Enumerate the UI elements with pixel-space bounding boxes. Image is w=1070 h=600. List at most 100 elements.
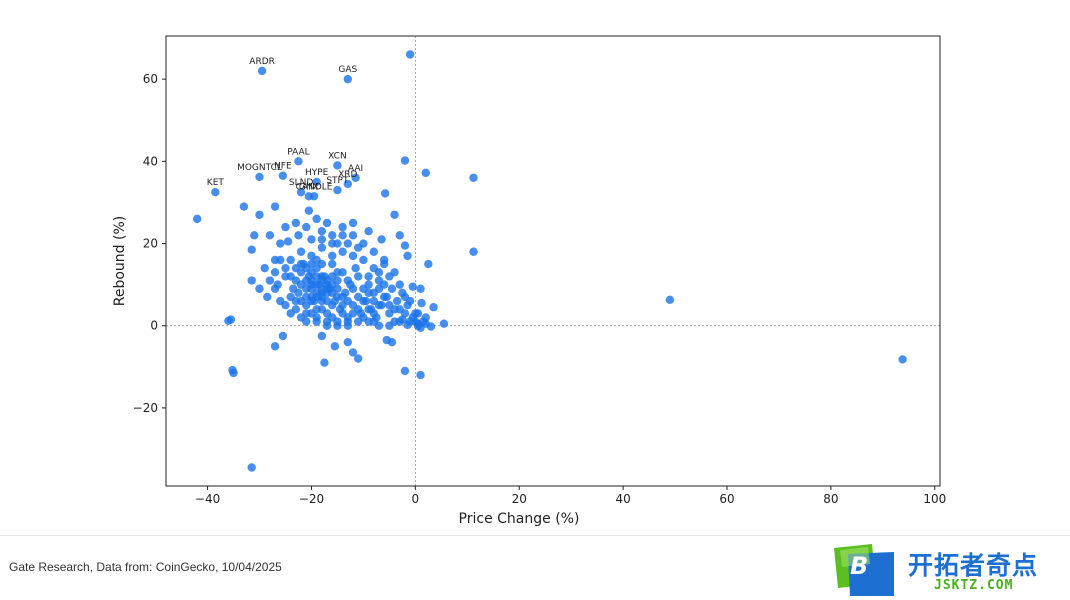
point-label: SLND <box>289 178 313 188</box>
data-point <box>255 210 264 219</box>
labeled-data-point <box>333 185 342 195</box>
data-point <box>224 316 233 325</box>
data-point <box>320 358 329 367</box>
x-tick-label: 80 <box>823 492 838 506</box>
footer-divider <box>0 535 1070 536</box>
data-point <box>296 247 306 256</box>
data-point <box>348 251 358 261</box>
data-point <box>255 284 264 293</box>
data-point <box>317 331 327 341</box>
point-label: GHX <box>299 182 319 192</box>
data-point <box>348 348 358 357</box>
data-point <box>377 235 386 244</box>
data-point <box>281 300 290 310</box>
data-point <box>374 268 384 277</box>
data-point <box>379 280 389 289</box>
data-point <box>312 214 321 224</box>
data-point <box>395 280 404 289</box>
data-point <box>359 255 368 265</box>
data-point <box>395 317 404 326</box>
data-point <box>405 296 415 306</box>
x-tick-label: 40 <box>615 492 630 506</box>
data-point <box>302 309 311 318</box>
data-point <box>374 300 384 310</box>
point-label: HYPE <box>305 168 329 178</box>
data-point <box>364 227 373 236</box>
labeled-data-point <box>312 177 321 187</box>
plot-frame <box>165 35 941 487</box>
logo-text: 开拓者奇点 <box>908 551 1039 580</box>
data-point <box>228 365 237 375</box>
data-point <box>302 222 311 232</box>
data-point <box>317 227 327 236</box>
data-point <box>665 295 675 305</box>
data-point <box>369 309 378 318</box>
data-point <box>364 288 373 298</box>
data-point <box>338 231 347 240</box>
labeled-data-point <box>257 66 267 76</box>
data-point <box>343 239 353 248</box>
labeled-data-point <box>278 171 288 180</box>
data-point <box>286 309 295 318</box>
y-tick-label: 20 <box>143 237 158 251</box>
data-point <box>395 231 404 240</box>
data-point <box>322 296 332 306</box>
data-point <box>403 251 412 261</box>
data-point <box>359 239 368 248</box>
point-label: XCN <box>328 151 347 161</box>
data-point <box>192 214 202 224</box>
logo-letter: B <box>850 552 868 580</box>
x-tick-label: −20 <box>299 492 324 506</box>
data-point <box>348 218 358 228</box>
data-point <box>317 235 327 244</box>
data-point <box>387 284 397 293</box>
data-point <box>304 206 314 215</box>
data-point <box>322 321 332 330</box>
data-point <box>338 309 347 318</box>
y-tick-label: 40 <box>143 154 158 168</box>
data-point <box>364 272 373 281</box>
data-point <box>270 255 280 265</box>
data-point <box>416 284 425 293</box>
x-tick-label: 60 <box>719 492 734 506</box>
data-point <box>385 321 394 330</box>
labeled-data-point <box>343 179 353 189</box>
data-point <box>421 313 430 322</box>
data-point <box>276 239 285 248</box>
data-point <box>381 189 390 198</box>
data-point <box>322 218 332 228</box>
data-point <box>379 292 389 302</box>
data-point <box>283 237 293 246</box>
data-point <box>382 335 391 345</box>
point-label: STPT <box>326 176 349 186</box>
data-point <box>270 342 280 351</box>
data-point <box>364 280 373 289</box>
data-point <box>390 268 399 277</box>
data-point <box>421 168 430 178</box>
data-point <box>328 251 337 261</box>
data-point <box>400 156 410 165</box>
data-point <box>289 284 298 293</box>
data-point <box>281 272 290 281</box>
point-label: AAI <box>348 164 363 174</box>
data-point <box>265 276 275 285</box>
data-point <box>250 231 259 240</box>
data-point <box>278 331 288 341</box>
data-point <box>429 303 438 312</box>
data-point <box>328 280 337 289</box>
data-point <box>333 268 342 277</box>
point-label: XRD <box>338 170 357 180</box>
data-point <box>411 309 420 318</box>
data-point <box>286 255 295 265</box>
data-point <box>312 317 321 326</box>
data-point <box>424 259 433 269</box>
data-point <box>294 231 303 240</box>
data-point <box>354 305 363 314</box>
data-point <box>426 322 436 331</box>
data-point <box>328 259 337 269</box>
labeled-data-point <box>351 173 360 182</box>
data-point <box>333 292 342 302</box>
data-point <box>469 173 478 182</box>
data-point <box>354 317 363 326</box>
